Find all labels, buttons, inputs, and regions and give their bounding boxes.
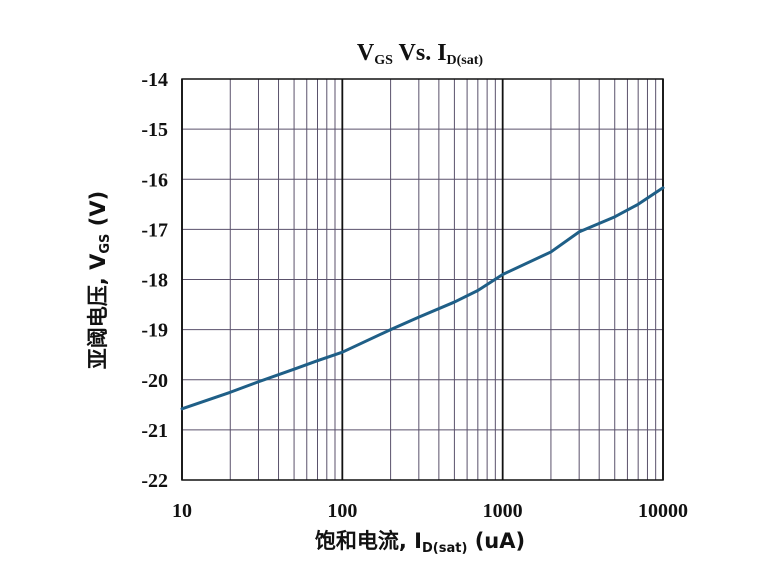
x-axis-label-main: 饱和电流, I bbox=[315, 529, 422, 553]
plot-frame bbox=[181, 78, 664, 481]
chart-title-subscript-1: GS bbox=[374, 53, 393, 68]
y-axis-label-main: 亚阈电压, V bbox=[86, 253, 110, 369]
series-line bbox=[180, 186, 665, 411]
x-tick-label: 1000 bbox=[483, 500, 523, 522]
y-tick-label: -21 bbox=[141, 420, 168, 442]
y-tick-label: -20 bbox=[141, 370, 168, 392]
y-axis-label-tail: (V) bbox=[86, 191, 110, 234]
x-axis-label-subscript: D(sat) bbox=[422, 541, 467, 556]
chart-title-part-2: Vs. I bbox=[393, 40, 447, 66]
chart-title: VGS Vs. ID(sat) bbox=[357, 40, 483, 68]
y-tick-label: -22 bbox=[141, 470, 168, 492]
y-tick-label: -14 bbox=[141, 69, 168, 91]
x-tick-label: 100 bbox=[327, 500, 357, 522]
x-axis-label-tail: (uA) bbox=[467, 529, 525, 553]
x-tick-labels: 10 100 1000 10000 bbox=[172, 500, 688, 522]
x-tick-label: 10 bbox=[172, 500, 192, 522]
y-tick-label: -18 bbox=[141, 270, 168, 292]
y-tick-label: -15 bbox=[141, 119, 168, 141]
y-axis-label-subscript: GS bbox=[98, 234, 113, 254]
x-axis-label: 饱和电流, ID(sat) (uA) bbox=[315, 529, 525, 556]
y-axis-label: 亚阈电压, VGS (V) bbox=[86, 191, 113, 369]
grid-layer bbox=[182, 78, 663, 481]
y-tick-labels: -22 -21 -20 -19 -18 -17 -16 -15 -14 bbox=[141, 69, 168, 492]
y-tick-label: -19 bbox=[141, 320, 168, 342]
chart-title-part-1: V bbox=[357, 40, 375, 66]
y-tick-label: -17 bbox=[141, 219, 168, 241]
y-tick-label: -16 bbox=[141, 169, 168, 191]
x-tick-label: 10000 bbox=[638, 500, 688, 522]
chart-title-subscript-2: D(sat) bbox=[447, 53, 484, 68]
